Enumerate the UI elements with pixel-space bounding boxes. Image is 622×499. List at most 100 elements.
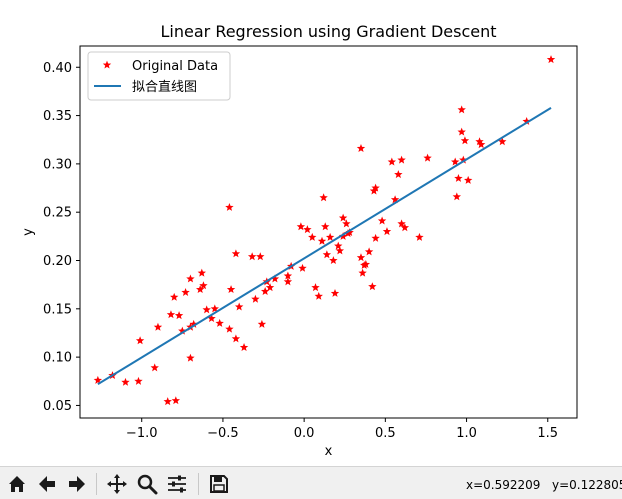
- data-point: [298, 263, 307, 272]
- y-tick-label: 0.30: [43, 157, 72, 172]
- data-point: [234, 302, 244, 311]
- data-point: [311, 283, 320, 292]
- data-point: [394, 170, 403, 179]
- data-point: [338, 231, 348, 240]
- data-point: [314, 291, 323, 300]
- data-point: [377, 216, 387, 225]
- data-point: [415, 232, 424, 241]
- data-point: [356, 253, 366, 262]
- x-tick-label: −0.5: [207, 426, 239, 441]
- data-point: [270, 274, 280, 283]
- data-point: [317, 236, 327, 245]
- y-tick-label: 0.10: [43, 351, 72, 366]
- data-point: [202, 305, 211, 314]
- arrow-right-icon: [69, 476, 85, 492]
- data-point: [342, 219, 351, 228]
- data-point: [546, 55, 556, 64]
- data-point: [356, 144, 366, 152]
- configure-subplots-button[interactable]: [164, 471, 190, 497]
- x-tick-label: −1.0: [126, 426, 158, 441]
- data-point: [121, 377, 130, 386]
- data-point: [319, 193, 328, 202]
- data-point: [329, 256, 338, 265]
- home-button[interactable]: [4, 471, 30, 497]
- data-point: [296, 222, 306, 231]
- arrow-left-icon: [39, 476, 55, 492]
- x-axis-label: x: [325, 444, 333, 459]
- data-point: [397, 219, 406, 228]
- data-point: [322, 250, 332, 259]
- data-point: [226, 285, 236, 294]
- data-point: [454, 173, 463, 182]
- data-point: [325, 232, 335, 241]
- data-point: [371, 183, 380, 192]
- data-point: [134, 376, 143, 385]
- data-point: [371, 233, 380, 242]
- data-point: [338, 213, 348, 222]
- data-point: [321, 222, 330, 231]
- toolbar-separator: [96, 473, 97, 495]
- data-point: [166, 310, 176, 319]
- back-button[interactable]: [34, 471, 60, 497]
- data-point: [197, 268, 206, 277]
- data-point: [358, 268, 367, 277]
- sliders-icon: [168, 475, 186, 493]
- pan-button[interactable]: [104, 471, 130, 497]
- data-point: [476, 140, 486, 149]
- data-point: [251, 294, 260, 303]
- x-tick-label: 1.5: [537, 426, 558, 441]
- y-tick-label: 0.25: [43, 206, 72, 221]
- save-button[interactable]: [206, 471, 232, 497]
- legend-box: [87, 51, 231, 101]
- x-tick-label: 1.0: [456, 426, 477, 441]
- data-point: [330, 288, 340, 297]
- data-point: [163, 397, 172, 406]
- data-point: [225, 202, 234, 211]
- data-point: [196, 285, 205, 294]
- cursor-x-readout: x=0.592209: [466, 478, 541, 492]
- data-point: [174, 311, 184, 320]
- data-point: [186, 274, 195, 283]
- data-point: [464, 175, 473, 184]
- data-point: [368, 282, 377, 291]
- data-point: [257, 319, 267, 328]
- data-point: [345, 228, 354, 237]
- data-point: [171, 396, 181, 405]
- chart-title: Linear Regression using Gradient Descent: [161, 22, 497, 41]
- data-point: [135, 336, 145, 345]
- toolbar-separator: [198, 473, 199, 495]
- home-icon: [9, 476, 25, 492]
- y-axis-label: y: [21, 228, 36, 236]
- data-point: [153, 322, 163, 331]
- regression-line: [97, 106, 552, 386]
- data-point: [460, 136, 470, 145]
- data-point: [387, 157, 397, 166]
- data-point: [225, 324, 234, 333]
- data-point: [334, 241, 343, 250]
- data-point: [93, 375, 103, 384]
- magnifier-icon: [137, 474, 158, 495]
- legend-marker-original-data: [102, 60, 112, 69]
- chart: Linear Regression using Gradient Descent…: [21, 22, 578, 459]
- y-tick-label: 0.15: [43, 302, 72, 317]
- data-point: [335, 246, 345, 255]
- figure: Linear Regression using Gradient Descent…: [21, 22, 578, 459]
- data-point: [247, 252, 257, 261]
- data-point: [364, 247, 374, 256]
- forward-button[interactable]: [64, 471, 90, 497]
- data-point: [181, 287, 190, 296]
- zoom-button[interactable]: [134, 471, 160, 497]
- data-point: [361, 259, 371, 268]
- data-point: [457, 127, 466, 136]
- data-point: [459, 155, 468, 164]
- data-point: [265, 283, 275, 292]
- floppy-disk-icon: [210, 475, 228, 493]
- data-point: [423, 153, 432, 162]
- plot-frame: [79, 45, 578, 419]
- data-point: [231, 249, 241, 258]
- data-point: [207, 314, 216, 323]
- data-point: [256, 252, 265, 261]
- data-point: [452, 192, 461, 201]
- data-point: [400, 223, 410, 232]
- move-icon: [107, 474, 127, 494]
